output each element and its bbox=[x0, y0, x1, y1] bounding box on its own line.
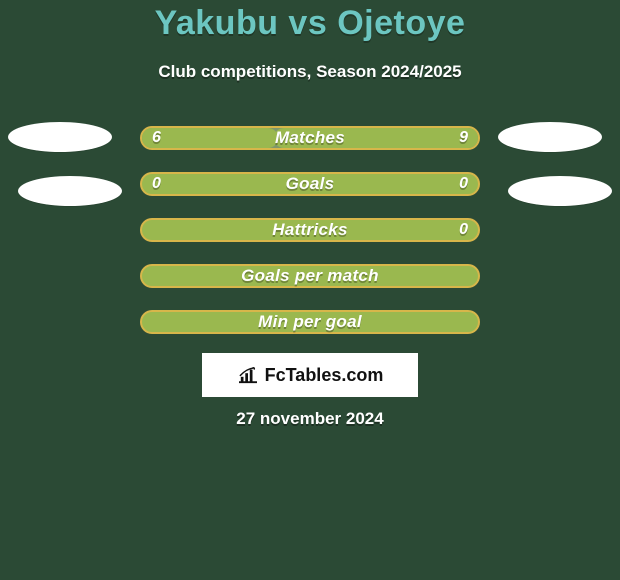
stat-row: Min per goal bbox=[140, 310, 480, 334]
bar-chart-icon bbox=[237, 366, 259, 384]
comparison-infographic: Yakubu vs Ojetoye Club competitions, Sea… bbox=[0, 0, 620, 580]
subtitle: Club competitions, Season 2024/2025 bbox=[0, 62, 620, 82]
stat-value-left: 0 bbox=[152, 175, 161, 193]
stat-label: Goals per match bbox=[142, 266, 478, 286]
fctables-logo: FcTables.com bbox=[202, 353, 418, 397]
stat-row: Hattricks0 bbox=[140, 218, 480, 242]
stat-row: Goals0 0 bbox=[140, 172, 480, 196]
stat-row: Matches6 9 bbox=[140, 126, 480, 150]
stat-value-left: 6 bbox=[152, 129, 161, 147]
stat-value-right: 0 bbox=[459, 221, 468, 239]
player-photo-placeholder bbox=[8, 122, 112, 152]
stat-value-right: 9 bbox=[459, 129, 468, 147]
footer-date: 27 november 2024 bbox=[0, 409, 620, 429]
page-title: Yakubu vs Ojetoye bbox=[0, 4, 620, 43]
stat-label: Goals bbox=[142, 174, 478, 194]
stat-label: Hattricks bbox=[142, 220, 478, 240]
stat-label: Min per goal bbox=[142, 312, 478, 332]
stat-row: Goals per match bbox=[140, 264, 480, 288]
player-photo-placeholder bbox=[508, 176, 612, 206]
player-photo-placeholder bbox=[18, 176, 122, 206]
player-photo-placeholder bbox=[498, 122, 602, 152]
stat-value-right: 0 bbox=[459, 175, 468, 193]
logo-text: FcTables.com bbox=[265, 365, 384, 386]
stat-label: Matches bbox=[142, 128, 478, 148]
